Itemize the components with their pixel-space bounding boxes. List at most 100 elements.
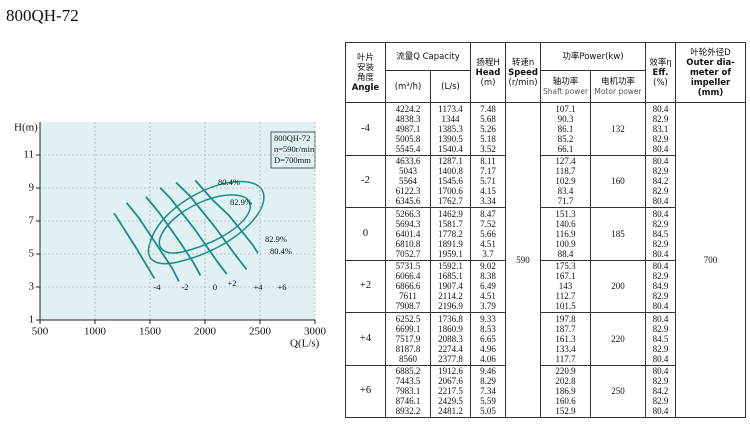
head: 6.49 (480, 281, 496, 292)
efficiency: 82.9 (652, 343, 669, 354)
curve-label: +6 (277, 282, 286, 292)
efficiency: 83.1 (652, 123, 669, 134)
efficiency: 80.4 (652, 313, 669, 324)
head-curve (194, 179, 259, 254)
angle-cell: +2 (345, 259, 386, 313)
speed-cell: 590 (505, 102, 542, 418)
efficiency: 82.9 (652, 113, 669, 124)
head-cell: 8.47 7.52 5.66 4.51 3.7 (470, 207, 507, 261)
shaft-power: 101.5 (555, 301, 576, 312)
shaft-power: 83.4 (557, 186, 574, 197)
efficiency-label: 80.4% (270, 246, 292, 256)
flow-ls: 2067.6 (438, 376, 463, 387)
efficiency: 80.4 (652, 248, 669, 259)
flow-ls: 1700.6 (438, 186, 463, 197)
flow-m3h: 7517.9 (395, 333, 421, 344)
head-curve (175, 181, 248, 271)
flow-m3h: 4987.1 (395, 123, 421, 134)
angle-cell: 0 (345, 207, 386, 261)
head-curve (159, 187, 228, 275)
flow-ls: 2481.2 (438, 406, 463, 417)
head: 5.68 (480, 113, 496, 124)
flow-ls: 2088.3 (438, 333, 463, 344)
x-tick-label: 2500 (249, 326, 272, 338)
efficiency-contour (147, 180, 265, 265)
flow-m3h: 8560 (399, 353, 417, 364)
head: 5.59 (480, 396, 496, 407)
efficiency: 84.2 (652, 386, 669, 397)
flow-m3h-cell: 4224.2 4838.3 4987.1 5005.8 5545.4 (385, 102, 431, 156)
flow-ls: 1685.1 (438, 271, 463, 282)
head: 8.38 (480, 271, 496, 282)
flow-m3h: 4633.6 (395, 156, 421, 167)
shaft-power: 167.1 (555, 271, 576, 282)
shaft-power: 220.9 (555, 366, 576, 377)
head: 6.65 (480, 333, 496, 344)
x-axis-label: Q(L/s) (290, 338, 320, 350)
angle-cell: +4 (345, 312, 386, 366)
shaft-power: 175.3 (555, 261, 576, 272)
head: 4.51 (480, 291, 496, 302)
efficiency: 82.9 (652, 218, 669, 229)
y-axis-label: H(m) (14, 122, 38, 134)
head: 9.02 (480, 261, 496, 272)
flow-ls: 2429.5 (438, 396, 463, 407)
efficiency: 84.9 (652, 281, 669, 292)
head: 3.7 (482, 248, 494, 259)
flow-m3h-cell: 6885.2 7443.5 7983.1 8746.1 8932.2 (385, 364, 431, 418)
flow-m3h: 7983.1 (395, 386, 421, 397)
angle-cell: -2 (345, 154, 386, 208)
head: 5.05 (480, 406, 496, 417)
flow-ls: 1860.9 (438, 323, 463, 334)
shaft-power-cell: 151.3 140.6 116.9 100.9 88.4 (540, 207, 592, 261)
efficiency: 82.9 (652, 186, 669, 197)
table-row: 0 5266.3 5694.3 6401.4 6810.8 7052.7 1462.9 158… (345, 207, 746, 261)
motor-power-cell: 200 (590, 259, 647, 313)
head: 4.51 (480, 238, 496, 249)
flow-ls: 1390.5 (438, 133, 463, 144)
flow-m3h: 6885.2 (395, 366, 421, 377)
flow-ls-cell: 1912.6 2067.6 2217.5 2429.5 2481.2 (429, 364, 472, 418)
curve-label: 0 (213, 282, 217, 292)
y-tick-label: 9 (29, 182, 35, 194)
flow-m3h: 6810.8 (395, 238, 421, 249)
shaft-power-cell: 107.1 90.3 86.1 85.2 66.1 (540, 102, 592, 156)
flow-ls: 1959.1 (438, 248, 463, 259)
efficiency-cell: 80.4 82.9 84.5 82.9 80.4 (645, 207, 677, 261)
table-body: -4 4224.2 4838.3 4987.1 5005.8 5545.4 1173.4 13… (345, 102, 747, 418)
motor-power-cell: 250 (590, 364, 647, 418)
efficiency: 80.4 (652, 156, 669, 167)
flow-ls: 1581.7 (438, 218, 463, 229)
flow-m3h: 5005.8 (395, 133, 421, 144)
shaft-power: 160.6 (555, 396, 576, 407)
flow-ls: 1462.9 (438, 208, 463, 219)
flow-m3h: 5731.5 (395, 261, 421, 272)
legend-text: 800QH-72 (274, 133, 310, 143)
flow-ls: 1173.4 (438, 103, 463, 114)
head: 7.48 (480, 103, 496, 114)
motor-power-cell: 220 (590, 312, 647, 366)
efficiency: 80.4 (652, 353, 669, 364)
chart: 500 1000 1500 2000 2500 3000 1 3 5 7 9 11 H(m) Q(L/s)… (14, 122, 327, 350)
header-angle: 叶片 安装 角度 Angle (345, 42, 386, 103)
head: 4.06 (480, 353, 496, 364)
shaft-power: 202.8 (555, 376, 576, 387)
flow-ls-cell: 1173.4 1344 1385.3 1390.5 1540.4 (429, 102, 472, 156)
efficiency: 84.2 (652, 176, 669, 187)
angle-cell: +6 (345, 364, 386, 418)
shaft-power: 86.1 (557, 123, 574, 134)
curve-label: +2 (227, 278, 236, 288)
table-row: +6 6885.2 7443.5 7983.1 8746.1 8932.2 1912.6 20… (345, 364, 746, 418)
head: 5.71 (480, 176, 496, 187)
table-row: -4 4224.2 4838.3 4987.1 5005.8 5545.4 1173.4 13… (345, 102, 747, 418)
shaft-power: 116.9 (555, 228, 576, 239)
shaft-power-cell: 175.3 167.1 143 112.7 101.5 (540, 259, 592, 313)
flow-m3h: 6699.1 (395, 323, 421, 334)
head-cell: 8.11 7.17 5.71 4.15 3.34 (470, 154, 507, 208)
header-impeller: 叶轮外径D Outer dia-meter of impeller (mm) (675, 42, 747, 103)
flow-m3h-cell: 5731.5 6066.4 6866.6 7611 7908.7 (385, 259, 431, 313)
shaft-power: 197.8 (555, 313, 576, 324)
efficiency-cell: 80.4 82.9 84.2 82.9 80.4 (645, 364, 677, 418)
head: 5.18 (480, 133, 496, 144)
head: 4.15 (480, 186, 496, 197)
